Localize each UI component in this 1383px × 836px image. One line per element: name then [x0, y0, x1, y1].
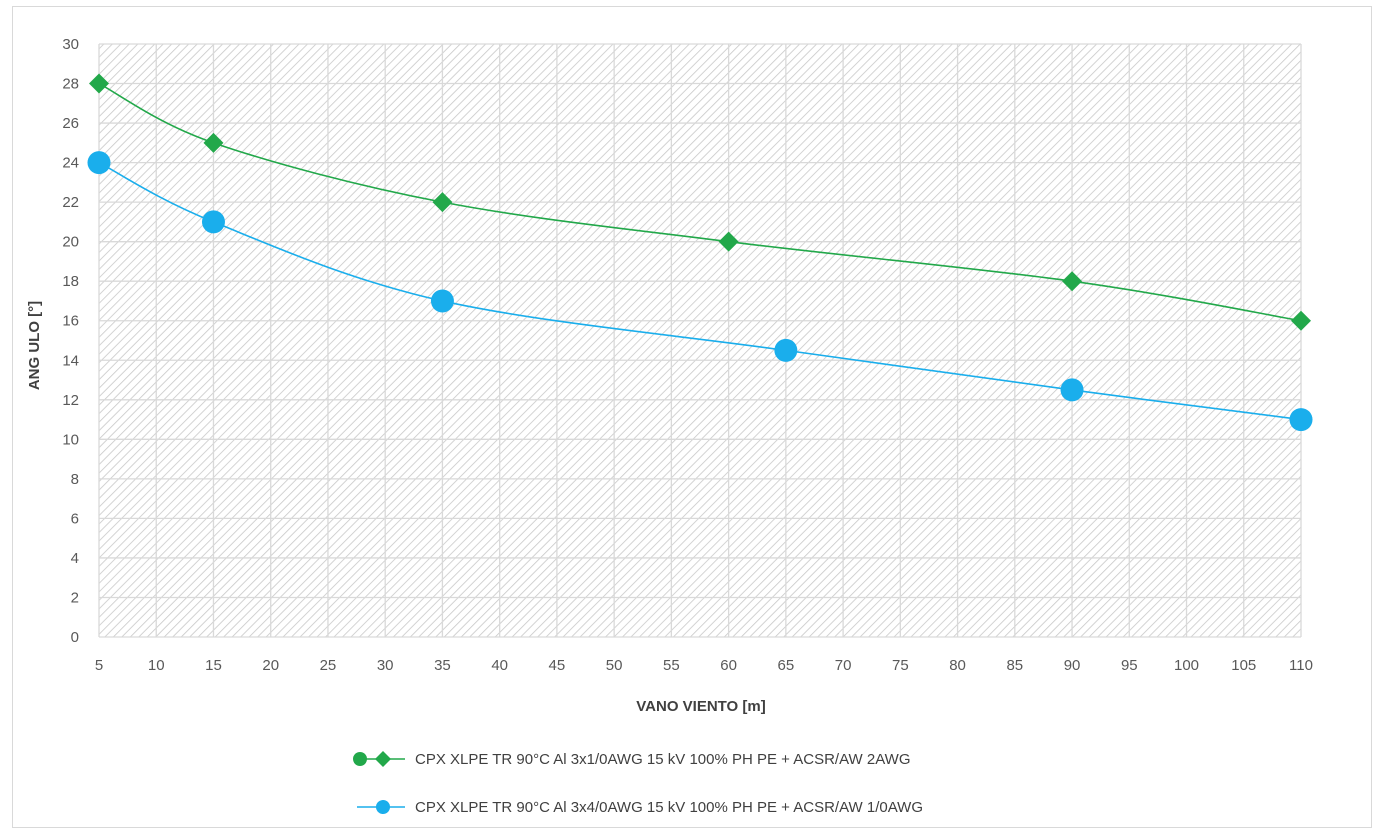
x-tick-label: 70: [835, 657, 852, 674]
x-tick-label: 55: [663, 657, 680, 674]
x-tick-label: 10: [148, 657, 165, 674]
y-tick-label: 18: [62, 273, 79, 290]
data-point-marker: [201, 210, 225, 234]
x-tick-label: 95: [1121, 657, 1138, 674]
y-tick-label: 24: [62, 155, 79, 172]
data-point-marker: [774, 338, 798, 362]
x-tick-label: 85: [1006, 657, 1023, 674]
x-tick-label: 25: [320, 657, 337, 674]
legend-item-2: CPX XLPE TR 90°C Al 3x4/0AWG 15 kV 100% …: [357, 799, 923, 816]
gridlines: [98, 43, 1302, 638]
x-tick-label: 45: [549, 657, 566, 674]
x-tick-label: 60: [720, 657, 737, 674]
y-axis-title: ANG ULO [°]: [26, 301, 43, 390]
x-tick-label: 20: [262, 657, 279, 674]
x-tick-label: 90: [1064, 657, 1081, 674]
x-axis-ticks: 5 10 15 20 25 30 35 40 45 50 55 60 65 70 75 80 85 90 95 100…: [95, 657, 1313, 674]
data-point-marker: [1291, 310, 1311, 331]
y-tick-label: 16: [62, 313, 79, 330]
y-tick-label: 26: [62, 115, 79, 132]
x-tick-label: 105: [1231, 657, 1256, 674]
x-tick-label: 80: [949, 657, 966, 674]
x-tick-label: 35: [434, 657, 451, 674]
x-tick-label: 30: [377, 657, 394, 674]
legend-item-1: CPX XLPE TR 90°C Al 3x1/0AWG 15 kV 100% …: [353, 751, 911, 768]
y-tick-label: 20: [62, 234, 79, 251]
series-1: [89, 73, 1311, 331]
y-tick-label: 2: [71, 589, 79, 606]
y-tick-label: 6: [71, 510, 79, 527]
data-point-marker: [1289, 408, 1313, 432]
x-tick-label: 40: [491, 657, 508, 674]
y-tick-label: 28: [62, 76, 79, 93]
x-tick-label: 50: [606, 657, 623, 674]
x-axis-title: VANO VIENTO [m]: [636, 698, 765, 715]
data-point-marker: [203, 132, 224, 153]
x-tick-label: 15: [205, 657, 222, 674]
legend-marker: [353, 752, 367, 766]
legend-marker: [375, 751, 391, 767]
legend: CPX XLPE TR 90°C Al 3x1/0AWG 15 kV 100% …: [353, 751, 923, 816]
x-tick-label: 65: [778, 657, 795, 674]
legend-label: CPX XLPE TR 90°C Al 3x1/0AWG 15 kV 100% …: [415, 751, 911, 768]
data-point-marker: [87, 151, 111, 175]
x-tick-label: 5: [95, 657, 103, 674]
series-2: [87, 151, 1313, 432]
y-tick-label: 14: [62, 352, 79, 369]
x-tick-label: 110: [1289, 657, 1313, 674]
y-tick-label: 0: [71, 629, 79, 646]
y-tick-label: 12: [62, 392, 79, 409]
plot-background: [99, 44, 1301, 637]
y-tick-label: 4: [71, 550, 79, 567]
data-point-marker: [89, 73, 109, 94]
chart-frame: 0 2 4 6 8 10 12 14 16 18 20 22 24 26 28 30 5 10 15 20 25 30 3…: [12, 6, 1372, 828]
plot-area: [99, 44, 1301, 637]
x-tick-label: 100: [1174, 657, 1199, 674]
legend-label: CPX XLPE TR 90°C Al 3x4/0AWG 15 kV 100% …: [415, 799, 923, 816]
y-tick-label: 30: [62, 36, 79, 53]
y-tick-label: 10: [62, 431, 79, 448]
data-point-marker: [718, 231, 739, 252]
x-tick-label: 75: [892, 657, 909, 674]
series-layer: [87, 73, 1313, 432]
y-tick-label: 22: [62, 194, 79, 211]
data-point-marker: [1060, 378, 1084, 402]
data-point-marker: [430, 289, 454, 313]
y-tick-label: 8: [71, 471, 79, 488]
legend-marker: [376, 800, 390, 814]
data-point-marker: [432, 192, 453, 213]
data-point-marker: [1062, 271, 1083, 292]
